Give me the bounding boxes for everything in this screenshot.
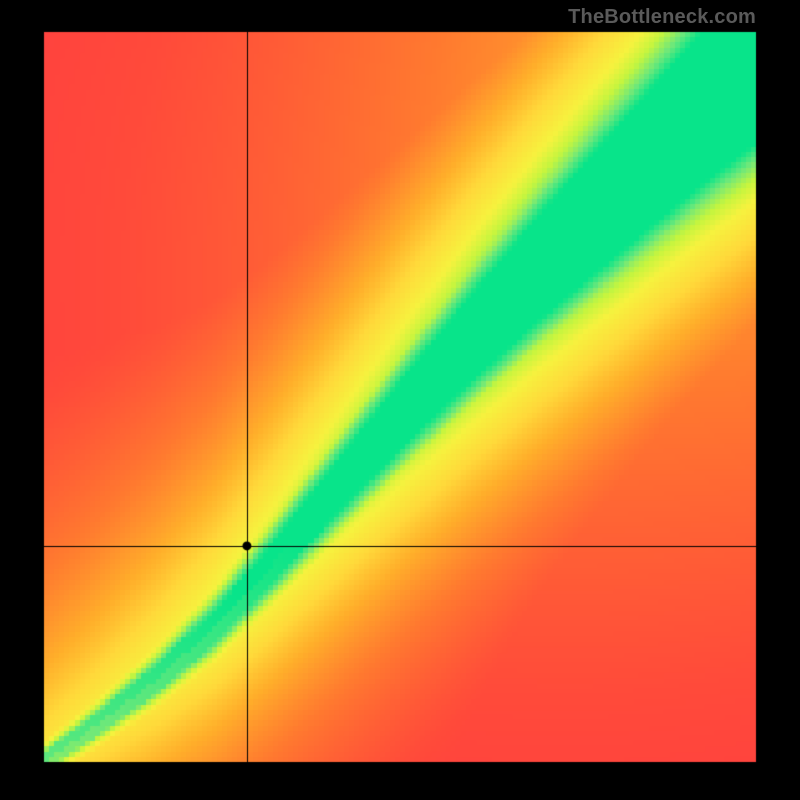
watermark-text: TheBottleneck.com [568,6,756,29]
bottleneck-heatmap [0,0,800,800]
